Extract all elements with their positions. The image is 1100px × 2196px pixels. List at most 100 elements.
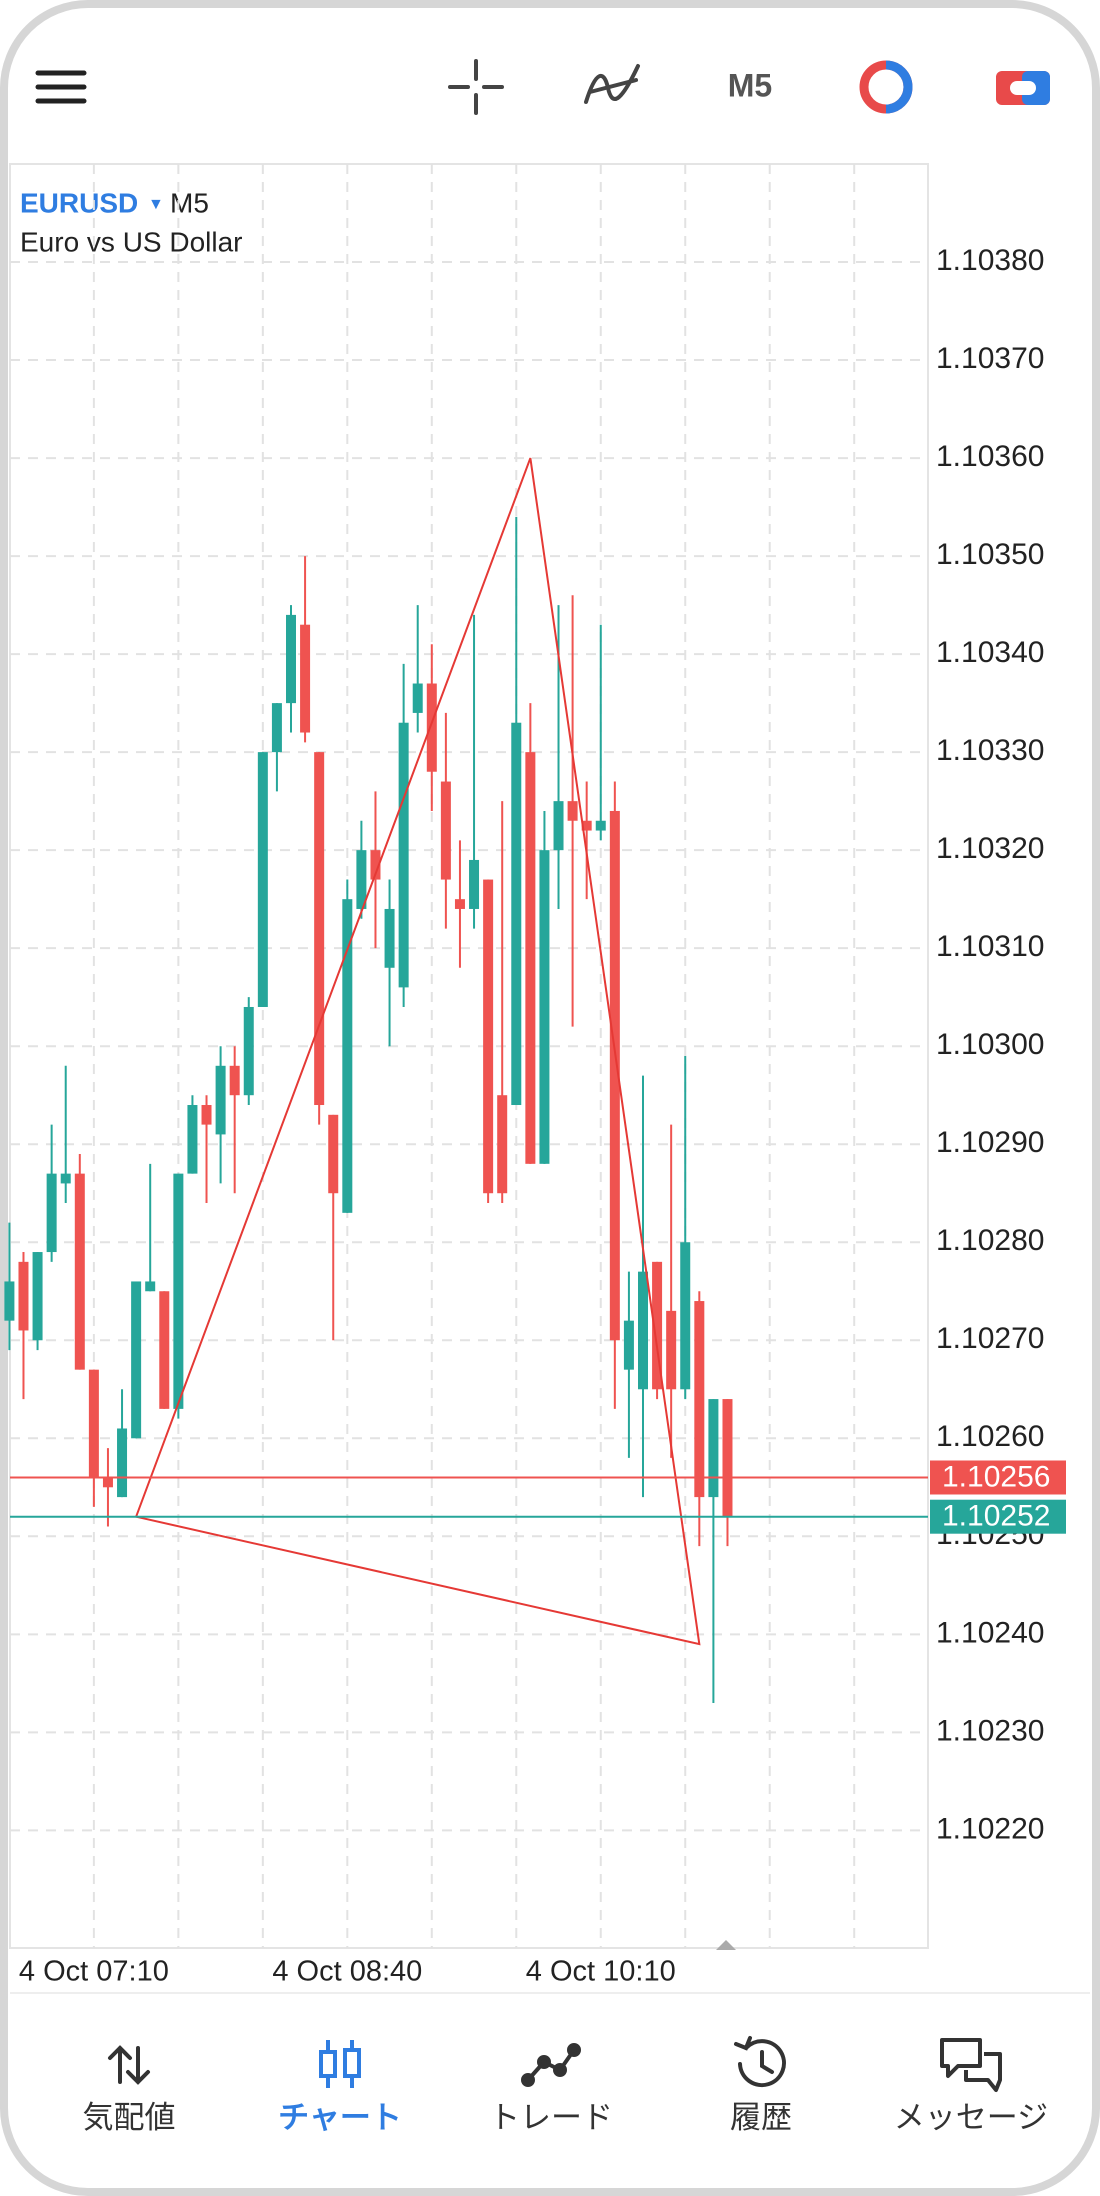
candle-body bbox=[60, 1173, 71, 1184]
nav-chart[interactable]: チャート bbox=[278, 2100, 402, 2135]
x-tick-label: 4 Oct 07:10 bbox=[19, 1956, 169, 1988]
shift-marker bbox=[716, 1940, 736, 1950]
y-tick-label: 1.10350 bbox=[936, 538, 1044, 571]
candle-body bbox=[469, 859, 480, 909]
candle-body bbox=[356, 850, 367, 909]
candle-body bbox=[18, 1261, 29, 1331]
y-tick-label: 1.10260 bbox=[936, 1420, 1044, 1453]
candle-body bbox=[708, 1399, 719, 1498]
candle-body bbox=[553, 801, 564, 851]
indicators-button[interactable] bbox=[584, 64, 640, 104]
bid-label-box bbox=[930, 1499, 1066, 1534]
candle-body bbox=[342, 899, 353, 1213]
y-tick-label: 1.10290 bbox=[936, 1126, 1044, 1159]
account-button[interactable] bbox=[996, 71, 1050, 105]
menu-button[interactable] bbox=[35, 70, 87, 104]
y-tick-label: 1.10320 bbox=[936, 832, 1044, 865]
candle-body bbox=[483, 879, 494, 1194]
chart-icon[interactable] bbox=[319, 2040, 361, 2088]
candle-body bbox=[102, 1477, 113, 1488]
y-tick-label: 1.10380 bbox=[936, 244, 1044, 277]
candle-body bbox=[370, 850, 381, 880]
nav-messages[interactable]: メッセージ bbox=[894, 2100, 1048, 2135]
candle-body bbox=[314, 752, 325, 1106]
ask-label-box bbox=[930, 1460, 1066, 1495]
candle-body bbox=[694, 1301, 705, 1498]
chart-timeframe: M5 bbox=[170, 187, 209, 218]
candle-body bbox=[497, 1095, 508, 1194]
candle-body bbox=[652, 1261, 663, 1390]
crosshair-button[interactable] bbox=[448, 59, 504, 115]
y-tick-label: 1.10330 bbox=[936, 734, 1044, 767]
trade-button[interactable] bbox=[859, 60, 913, 114]
candle-body bbox=[300, 624, 311, 733]
candle-body bbox=[32, 1252, 43, 1341]
candle-body bbox=[384, 908, 395, 968]
candle-body bbox=[595, 820, 606, 831]
candle-body bbox=[131, 1281, 142, 1439]
quotes-icon[interactable] bbox=[108, 2045, 150, 2085]
candle-body bbox=[328, 1114, 339, 1194]
y-tick-label: 1.10340 bbox=[936, 636, 1044, 669]
y-tick-label: 1.10300 bbox=[936, 1028, 1044, 1061]
symbol-description: Euro vs US Dollar bbox=[20, 226, 243, 257]
candle-body bbox=[567, 801, 578, 821]
candle-body bbox=[454, 899, 465, 909]
candle-body bbox=[286, 614, 296, 704]
candle-body bbox=[539, 850, 550, 1164]
trade-icon[interactable] bbox=[521, 2043, 581, 2087]
symbol[interactable]: EURUSD bbox=[20, 187, 138, 218]
candle-body bbox=[581, 820, 592, 831]
timeframe-button[interactable]: M5 bbox=[728, 67, 772, 103]
candle-body bbox=[609, 810, 620, 1341]
y-tick-label: 1.10270 bbox=[936, 1322, 1044, 1355]
candle-body bbox=[243, 1006, 254, 1096]
y-tick-label: 1.10310 bbox=[936, 930, 1044, 963]
candle-body bbox=[680, 1242, 691, 1390]
candle-body bbox=[623, 1320, 634, 1370]
plot-border bbox=[9, 163, 929, 1949]
candle-body bbox=[159, 1291, 170, 1409]
nav-quotes[interactable]: 気配値 bbox=[83, 2100, 176, 2135]
candle-body bbox=[229, 1065, 240, 1096]
candle-body bbox=[257, 752, 268, 1007]
candle-body bbox=[722, 1399, 733, 1517]
nav-trade[interactable]: トレード bbox=[489, 2100, 613, 2135]
y-tick-label: 1.10280 bbox=[936, 1224, 1044, 1257]
nav-history[interactable]: 履歴 bbox=[730, 2100, 792, 2135]
candle-body bbox=[398, 722, 409, 988]
y-tick-label: 1.10220 bbox=[936, 1812, 1044, 1845]
triangle-drawing bbox=[134, 457, 701, 1646]
symbol-dropdown[interactable]: ▼ bbox=[148, 196, 164, 213]
candle-body bbox=[638, 1271, 648, 1390]
messages-icon[interactable] bbox=[940, 2038, 1002, 2092]
y-tick-label: 1.10360 bbox=[936, 440, 1044, 473]
candle-body bbox=[511, 722, 522, 1106]
history-icon[interactable] bbox=[734, 2036, 786, 2088]
candle-body bbox=[440, 781, 451, 880]
candle-body bbox=[201, 1105, 212, 1125]
y-tick-label: 1.10240 bbox=[936, 1616, 1044, 1649]
ask-label: 1.10256 bbox=[942, 1460, 1050, 1493]
candle-body bbox=[666, 1310, 677, 1390]
candle-body bbox=[117, 1428, 128, 1498]
y-tick-label: 1.10230 bbox=[936, 1714, 1044, 1747]
candle-body bbox=[271, 703, 282, 753]
x-tick-label: 4 Oct 10:10 bbox=[526, 1956, 676, 1988]
candle-body bbox=[88, 1369, 99, 1478]
candle-body bbox=[145, 1281, 156, 1292]
candle-body bbox=[46, 1173, 57, 1253]
candle-body bbox=[4, 1281, 15, 1321]
plot: 1.10380 1.10370 1.10360 1.10350 1.10340 1.103… bbox=[4, 163, 1066, 1988]
y-tick-label: 1.10370 bbox=[936, 342, 1044, 375]
candle-body bbox=[187, 1105, 198, 1174]
candle-body bbox=[525, 752, 536, 1164]
bid-label: 1.10252 bbox=[942, 1500, 1050, 1533]
candle-body bbox=[74, 1173, 85, 1370]
candle-body bbox=[426, 683, 437, 772]
x-tick-label: 4 Oct 08:40 bbox=[272, 1956, 422, 1988]
candle-body bbox=[215, 1065, 226, 1135]
candle-body bbox=[412, 683, 423, 713]
